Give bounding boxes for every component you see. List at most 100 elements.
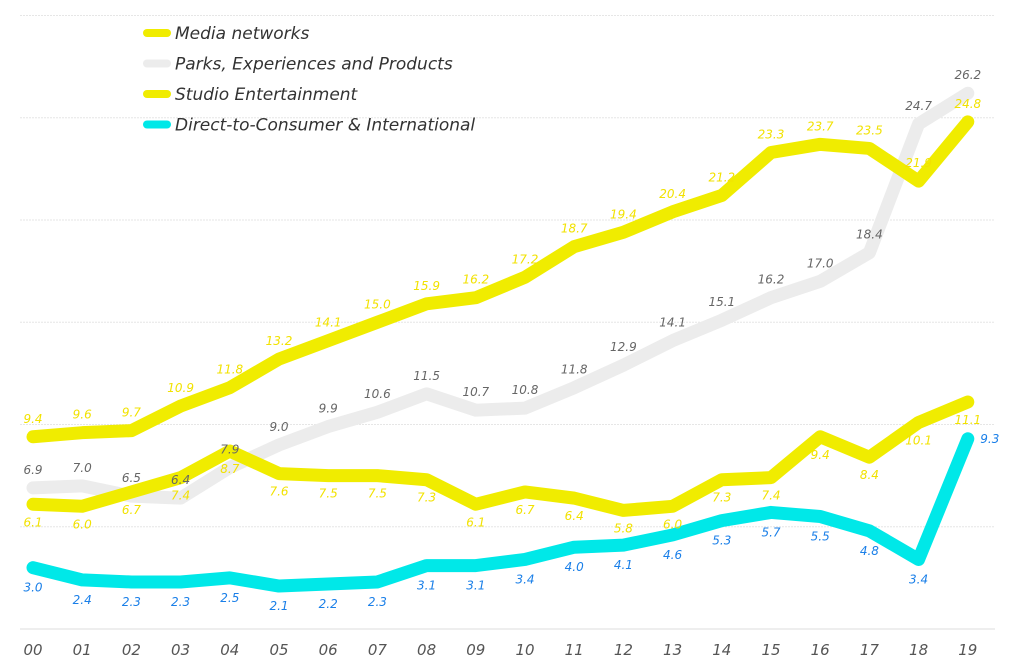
x-tick-label: 03 <box>171 641 190 659</box>
data-label: 14.1 <box>315 316 342 330</box>
data-label: 10.1 <box>905 433 932 447</box>
data-label: 15.1 <box>708 295 735 309</box>
gridlines <box>20 15 995 630</box>
data-label: 7.5 <box>368 487 387 501</box>
data-label: 8.7 <box>220 462 239 476</box>
data-label: 26.2 <box>954 68 981 82</box>
data-label: 2.1 <box>269 599 288 613</box>
data-label: 17.2 <box>512 252 539 266</box>
data-label: 17.0 <box>807 256 834 270</box>
data-label: 14.1 <box>659 316 686 330</box>
data-label: 21.2 <box>708 170 735 184</box>
data-label: 16.2 <box>462 273 489 287</box>
data-label: 10.8 <box>512 383 539 397</box>
x-axis-ticks: 00 01 02 03 04 05 06 07 08 09 10 11 12 13 14 15 16 17 18 19 <box>23 641 977 659</box>
data-label: 2.5 <box>220 591 239 605</box>
data-label: 9.3 <box>980 432 999 446</box>
data-label: 10.9 <box>167 381 194 395</box>
data-label: 23.3 <box>758 128 785 142</box>
data-label: 6.4 <box>171 473 190 487</box>
data-label: 13.2 <box>266 334 293 348</box>
x-tick-label: 14 <box>712 641 731 659</box>
data-label: 15.9 <box>413 279 440 293</box>
data-label: 7.4 <box>761 489 780 503</box>
data-label: 7.9 <box>220 442 239 456</box>
data-label: 6.4 <box>565 509 584 523</box>
data-label: 24.7 <box>905 99 932 113</box>
data-label: 11.8 <box>216 363 243 377</box>
data-label: 7.6 <box>269 485 288 499</box>
x-tick-label: 06 <box>319 641 338 659</box>
data-label: 9.4 <box>23 412 42 426</box>
data-label: 2.2 <box>319 597 338 611</box>
data-label: 4.1 <box>614 558 633 572</box>
data-label: 18.4 <box>856 228 883 242</box>
series-line-1 <box>26 86 975 505</box>
x-tick-label: 05 <box>269 641 288 659</box>
data-label: 4.6 <box>663 548 682 562</box>
data-label: 3.4 <box>909 572 928 586</box>
series-line-2 <box>26 395 975 517</box>
data-label: 23.7 <box>807 119 834 133</box>
x-tick-label: 02 <box>122 641 141 659</box>
data-label: 4.8 <box>860 544 879 558</box>
data-label: 20.4 <box>659 187 686 201</box>
data-label: 12.9 <box>610 340 637 354</box>
data-label: 9.6 <box>73 408 92 422</box>
data-label: 5.7 <box>761 525 780 539</box>
data-label: 2.4 <box>73 593 92 607</box>
data-label: 11.1 <box>954 413 981 427</box>
legend-label: Media networks <box>175 24 309 44</box>
x-tick-label: 01 <box>73 641 92 659</box>
data-label: 6.9 <box>23 463 42 477</box>
series-line-3 <box>26 432 975 593</box>
legend-label: Parks, Experiences and Products <box>175 55 453 75</box>
x-tick-label: 12 <box>614 641 633 659</box>
data-label: 6.7 <box>515 503 534 517</box>
data-label: 8.4 <box>860 468 879 482</box>
x-tick-label: 07 <box>368 641 388 659</box>
data-label: 9.4 <box>811 448 830 462</box>
data-label: 21.9 <box>905 156 932 170</box>
x-tick-label: 04 <box>220 641 239 659</box>
x-tick-label: 16 <box>811 641 830 659</box>
series-lines <box>26 86 975 593</box>
data-label: 5.3 <box>712 534 731 548</box>
data-label: 4.0 <box>565 560 584 574</box>
data-label: 3.4 <box>515 572 534 586</box>
data-label: 5.8 <box>614 521 633 535</box>
data-label: 18.7 <box>561 222 588 236</box>
data-label: 10.6 <box>364 387 391 401</box>
data-labels: 9.4 9.6 9.7 10.9 11.8 13.2 14.1 15.0 15.9 16.2 17.… <box>23 68 999 613</box>
x-tick-label: 09 <box>466 641 485 659</box>
x-tick-label: 08 <box>417 641 436 659</box>
legend: Media networks Parks, Experiences and Pro… <box>143 24 475 136</box>
legend-label: Direct-to-Consumer & International <box>175 116 475 136</box>
data-label: 6.0 <box>73 517 92 531</box>
data-label: 6.1 <box>466 515 485 529</box>
data-label: 7.3 <box>712 491 731 505</box>
x-tick-label: 13 <box>663 641 682 659</box>
data-label: 7.5 <box>319 487 338 501</box>
x-tick-label: 10 <box>515 641 534 659</box>
data-label: 9.9 <box>319 402 338 416</box>
data-label: 3.1 <box>417 579 436 593</box>
data-label: 6.0 <box>663 517 682 531</box>
data-label: 7.4 <box>171 489 190 503</box>
data-label: 16.2 <box>758 273 785 287</box>
data-label: 15.0 <box>364 297 391 311</box>
data-label: 7.3 <box>417 491 436 505</box>
data-label: 3.1 <box>466 579 485 593</box>
data-label: 11.8 <box>561 363 588 377</box>
data-label: 6.7 <box>122 503 141 517</box>
data-label: 6.1 <box>23 515 42 529</box>
x-tick-label: 17 <box>860 641 880 659</box>
data-label: 3.0 <box>23 581 42 595</box>
data-label: 9.0 <box>269 420 288 434</box>
data-label: 6.5 <box>122 471 141 485</box>
x-tick-label: 00 <box>23 641 42 659</box>
data-label: 19.4 <box>610 207 637 221</box>
data-label: 23.5 <box>856 123 883 137</box>
data-label: 2.3 <box>122 595 141 609</box>
